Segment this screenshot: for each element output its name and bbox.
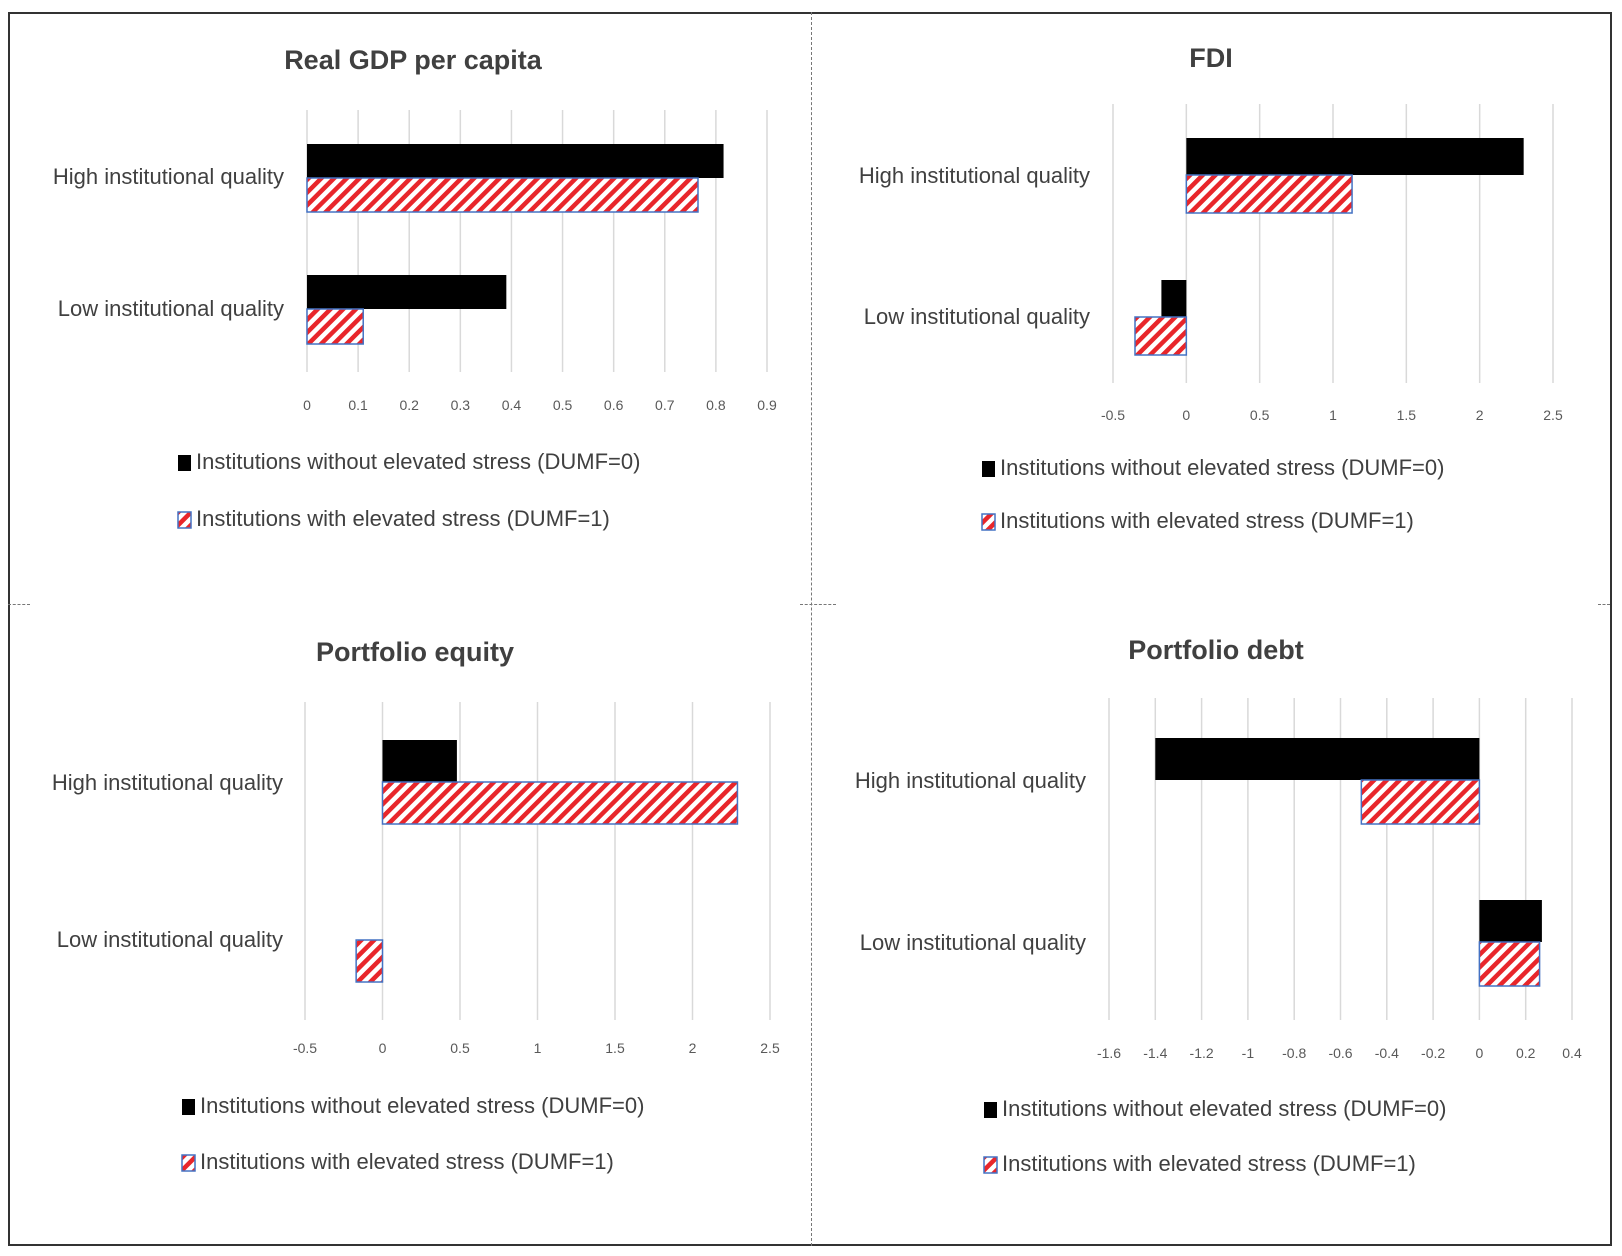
x-tick-label: 0.7: [655, 397, 675, 413]
legend-label: Institutions without elevated stress (DU…: [1002, 1096, 1446, 1121]
category-label: High institutional quality: [52, 770, 283, 795]
category-label: Low institutional quality: [58, 296, 284, 321]
legend-label: Institutions with elevated stress (DUMF=…: [200, 1149, 614, 1174]
x-tick-label: 0.5: [1250, 407, 1270, 423]
x-tick-label: 0.6: [604, 397, 624, 413]
x-tick-label: 0.3: [451, 397, 471, 413]
legend-swatch-with-stress: [177, 511, 192, 529]
legend-swatch-with-stress: [981, 513, 996, 531]
category-label: High institutional quality: [859, 163, 1090, 188]
bar-with-stress: [1134, 316, 1188, 356]
x-tick-label: 0.5: [553, 397, 573, 413]
x-tick-label: -0.2: [1421, 1045, 1445, 1061]
x-tick-label: 0.8: [706, 397, 726, 413]
x-tick-label: 2.5: [1543, 407, 1563, 423]
x-tick-label: 0.2: [1516, 1045, 1536, 1061]
x-tick-label: -1.6: [1097, 1045, 1121, 1061]
x-tick-label: 0: [1182, 407, 1190, 423]
bar-without-stress: [1479, 900, 1542, 942]
bar-with-stress: [381, 781, 739, 825]
x-tick-label: 0.4: [1562, 1045, 1582, 1061]
legend-label: Institutions without elevated stress (DU…: [200, 1093, 644, 1118]
legend-label: Institutions without elevated stress (DU…: [1000, 455, 1444, 480]
x-tick-label: 0.1: [348, 397, 368, 413]
legend-swatch-without-stress: [182, 1099, 195, 1115]
bar-with-stress: [1478, 941, 1541, 987]
legend-label: Institutions with elevated stress (DUMF=…: [196, 506, 610, 531]
category-label: Low institutional quality: [864, 304, 1090, 329]
legend-label: Institutions with elevated stress (DUMF=…: [1002, 1151, 1416, 1176]
horizontal-divider-center: [800, 604, 836, 605]
legend-label: Institutions without elevated stress (DU…: [196, 449, 640, 474]
x-tick-label: 2: [1476, 407, 1484, 423]
x-tick-label: 1.5: [1397, 407, 1417, 423]
figure-frame: [8, 12, 1612, 1246]
chart-title: Portfolio equity: [316, 637, 514, 667]
legend-swatch-with-stress: [983, 1156, 998, 1174]
bar-with-stress: [306, 308, 364, 345]
x-tick-label: 0.5: [450, 1040, 470, 1056]
chart-panel-1: Real GDP per capita 0 0.1 0.2 0.3 0.4 0.5 0.6 0.…: [53, 45, 777, 531]
bar-without-stress: [307, 275, 507, 309]
chart-panel-2: FDI -0.5 0 0.5 1 1.5 2 2.5 High institutional qu…: [859, 43, 1563, 533]
bar-without-stress: [1186, 138, 1524, 175]
chart-title: FDI: [1189, 43, 1233, 73]
chart-title: Portfolio debt: [1128, 635, 1303, 665]
vertical-divider: [811, 12, 812, 1246]
horizontal-divider-left: [8, 604, 30, 605]
category-label: Low institutional quality: [57, 927, 283, 952]
bar-without-stress: [307, 144, 724, 178]
x-tick-label: -0.5: [1101, 407, 1125, 423]
bar-with-stress: [355, 939, 384, 983]
x-tick-label: -1: [1242, 1045, 1255, 1061]
legend-swatch-with-stress: [181, 1154, 196, 1172]
x-tick-label: 2.5: [760, 1040, 780, 1056]
bar-without-stress: [1155, 738, 1480, 780]
legend-label: Institutions with elevated stress (DUMF=…: [1000, 508, 1414, 533]
x-tick-label: 1.5: [605, 1040, 625, 1056]
bar-with-stress: [1185, 174, 1353, 214]
x-tick-label: -0.6: [1328, 1045, 1352, 1061]
bar-without-stress: [1161, 280, 1187, 317]
legend-swatch-without-stress: [984, 1102, 997, 1118]
bar-with-stress: [306, 177, 699, 213]
x-tick-label: 0: [379, 1040, 387, 1056]
bar-with-stress: [1360, 779, 1481, 825]
chart-panel-4: Portfolio debt -1.6 -1.4 -1.2 -1 -0.8 -0.6 -0.4…: [855, 635, 1582, 1176]
x-tick-label: 0.2: [399, 397, 419, 413]
legend-swatch-without-stress: [178, 455, 191, 471]
x-tick-label: -0.5: [293, 1040, 317, 1056]
horizontal-divider-right: [1598, 604, 1610, 605]
x-tick-label: 2: [689, 1040, 697, 1056]
x-tick-label: 0.9: [757, 397, 777, 413]
category-label: High institutional quality: [855, 768, 1086, 793]
category-label: Low institutional quality: [860, 930, 1086, 955]
x-tick-label: 1: [1329, 407, 1337, 423]
x-tick-label: 1: [534, 1040, 542, 1056]
x-tick-label: 0: [1476, 1045, 1484, 1061]
x-tick-label: -1.4: [1143, 1045, 1167, 1061]
category-label: High institutional quality: [53, 164, 284, 189]
x-tick-label: -1.2: [1190, 1045, 1214, 1061]
x-tick-label: 0: [303, 397, 311, 413]
x-tick-label: -0.8: [1282, 1045, 1306, 1061]
x-tick-label: 0.4: [502, 397, 522, 413]
legend-swatch-without-stress: [982, 461, 995, 477]
chart-title: Real GDP per capita: [284, 45, 543, 75]
chart-panel-3: Portfolio equity -0.5 0 0.5 1 1.5 2 2.5 High ins…: [52, 637, 780, 1174]
bar-without-stress: [382, 740, 457, 782]
x-tick-label: -0.4: [1375, 1045, 1399, 1061]
